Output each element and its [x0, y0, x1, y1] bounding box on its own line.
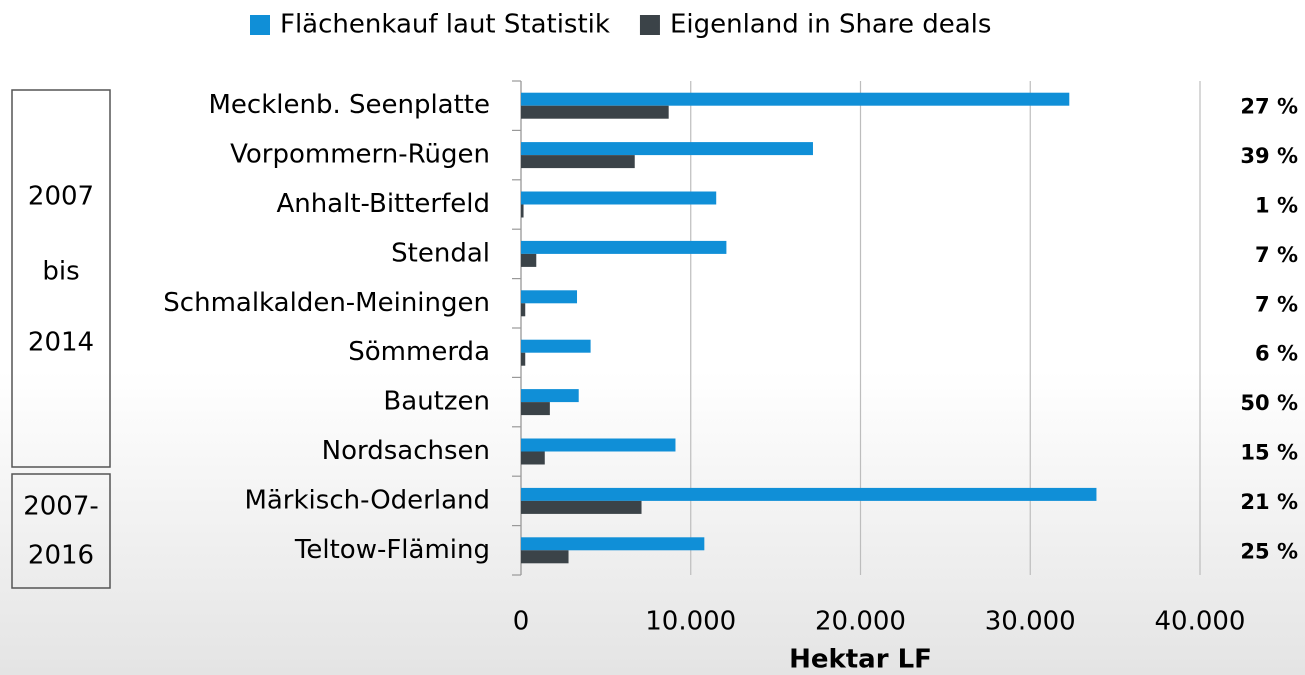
- bar: [521, 537, 705, 551]
- bar: [521, 253, 537, 267]
- y-tick-label: Vorpommern-Rügen: [230, 140, 490, 170]
- bar: [521, 451, 545, 465]
- bar: [521, 290, 578, 304]
- x-tick-label: 0: [513, 607, 530, 637]
- share-label: 25 %: [1240, 539, 1298, 563]
- share-label: 6 %: [1255, 342, 1298, 366]
- y-tick-label: Schmalkalden-Meiningen: [163, 288, 490, 318]
- y-tick-label: Stendal: [391, 238, 490, 268]
- group-label: 2007: [28, 182, 94, 212]
- group-label: bis: [42, 257, 79, 287]
- share-label: 7 %: [1255, 292, 1298, 316]
- share-label: 21 %: [1240, 490, 1298, 514]
- bar: [521, 389, 579, 403]
- x-tick-label: 30.000: [985, 607, 1076, 637]
- legend-label: Flächenkauf laut Statistik: [280, 10, 610, 40]
- share-label: 15 %: [1240, 441, 1298, 465]
- bar: [521, 438, 676, 452]
- bar: [521, 191, 717, 205]
- bar: [521, 487, 1097, 501]
- bar: [521, 240, 727, 254]
- y-tick-label: Märkisch-Oderland: [244, 485, 490, 515]
- y-tick-label: Teltow-Fläming: [294, 535, 490, 565]
- y-tick-label: Anhalt-Bitterfeld: [276, 189, 490, 219]
- y-tick-label: Sömmerda: [348, 337, 490, 367]
- x-tick-label: 20.000: [815, 607, 906, 637]
- y-tick-label: Nordsachsen: [322, 436, 490, 466]
- share-label: 7 %: [1255, 243, 1298, 267]
- bar: [521, 204, 524, 218]
- bar: [521, 500, 642, 514]
- bar: [521, 155, 635, 169]
- share-label: 39 %: [1240, 144, 1298, 168]
- share-label: 50 %: [1240, 391, 1298, 415]
- bar: [521, 352, 526, 366]
- x-tick-label: 10.000: [645, 607, 736, 637]
- y-tick-label: Bautzen: [383, 387, 490, 417]
- bar: [521, 339, 591, 353]
- legend-label: Eigenland in Share deals: [670, 10, 992, 40]
- y-tick-label: Mecklenb. Seenplatte: [208, 90, 490, 120]
- share-label: 1 %: [1255, 194, 1298, 218]
- bar: [521, 105, 669, 119]
- group-label: 2007-: [23, 492, 99, 522]
- legend-swatch: [639, 15, 660, 35]
- bar: [521, 402, 550, 416]
- group-label: 2016: [28, 541, 94, 571]
- bar: [521, 303, 526, 317]
- share-label: 27 %: [1240, 95, 1298, 119]
- legend-swatch: [250, 15, 270, 35]
- group-label: 2014: [28, 328, 94, 358]
- group-box: [11, 473, 111, 589]
- bar: [521, 142, 813, 156]
- bar: [521, 92, 1070, 106]
- x-tick-label: 40.000: [1155, 607, 1246, 637]
- group-box: [11, 89, 111, 468]
- x-axis-label: Hektar LF: [789, 645, 932, 675]
- bar: [521, 550, 569, 564]
